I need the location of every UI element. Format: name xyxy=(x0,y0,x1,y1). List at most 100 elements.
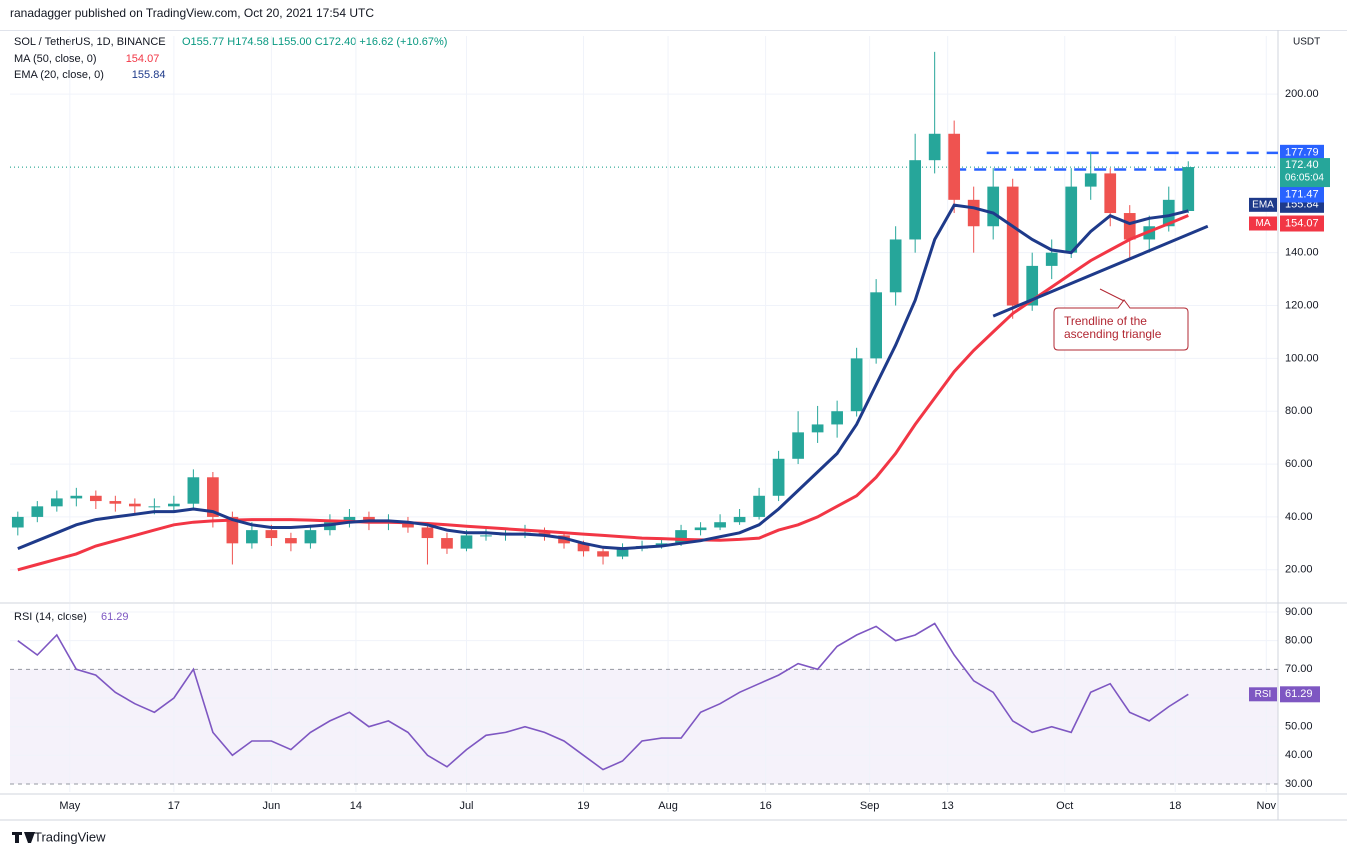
candle-body xyxy=(811,424,824,433)
x-tick-label: Aug xyxy=(658,800,678,812)
indicator-name: EMA (20, close, 0) xyxy=(14,69,104,81)
candle-body xyxy=(441,538,453,549)
candle-body xyxy=(616,548,629,557)
candle-body xyxy=(168,503,180,507)
candle-body xyxy=(70,495,83,499)
candle-body xyxy=(1123,213,1136,240)
candle-body xyxy=(31,506,44,517)
y-tick-label: 140.00 xyxy=(1285,247,1319,259)
candle-body xyxy=(948,133,961,200)
x-tick-label: Nov xyxy=(1257,800,1277,812)
rsi-last: 61.29 xyxy=(101,611,129,623)
y-tick-label: 30.00 xyxy=(1285,778,1313,790)
y-tick-label: 20.00 xyxy=(1285,564,1313,576)
candle-body xyxy=(909,160,922,240)
candle-body xyxy=(187,477,200,504)
candle-body xyxy=(1162,199,1175,227)
rsi-line xyxy=(17,622,1189,771)
candle-body xyxy=(1084,173,1097,187)
level-badge xyxy=(1280,186,1324,203)
candle-body xyxy=(109,501,122,504)
y-tick-label: 80.00 xyxy=(1285,635,1313,647)
candle-body xyxy=(928,133,941,161)
indicator-line xyxy=(17,203,1189,551)
rsi-value: 61.29 xyxy=(1285,688,1313,700)
rsi-value-badge xyxy=(1280,686,1320,703)
countdown: 06:05:04 xyxy=(1285,173,1324,184)
last-price-badge xyxy=(1280,158,1330,188)
y-tick-label: 200.00 xyxy=(1285,88,1319,100)
annotation-text: Trendline of the xyxy=(1064,314,1147,328)
candle-body xyxy=(870,292,882,359)
candle-body xyxy=(714,522,726,528)
candle-body xyxy=(265,530,278,539)
rsi-title: RSI (14, close) xyxy=(14,611,87,623)
logo-icon xyxy=(12,832,35,843)
level-value: 171.47 xyxy=(1285,188,1319,200)
x-tick-label: 16 xyxy=(759,800,771,812)
candle-body xyxy=(694,527,707,531)
candle-body xyxy=(597,551,609,557)
candle-body xyxy=(148,506,161,508)
indicator-last: 155.84 xyxy=(132,69,166,81)
level-badge xyxy=(1280,144,1324,161)
indicator-line xyxy=(17,214,1189,572)
indicator-badge xyxy=(1249,197,1277,212)
annotation-box xyxy=(1053,299,1189,351)
divider xyxy=(0,30,1347,31)
candle-body xyxy=(1182,167,1195,212)
x-tick-label: Jun xyxy=(263,800,281,812)
indicator-last: 154.07 xyxy=(126,53,160,65)
candle-body xyxy=(850,358,863,412)
y-tick-label: 120.00 xyxy=(1285,299,1319,311)
candle-body xyxy=(1104,173,1117,214)
candle-body xyxy=(753,495,765,517)
y-tick-label: 40.00 xyxy=(1285,749,1313,761)
y-tick-label: 40.00 xyxy=(1285,511,1313,523)
candle-body xyxy=(89,495,102,502)
candle-body xyxy=(460,535,473,549)
level-value: 177.79 xyxy=(1285,147,1319,159)
candle-body xyxy=(577,543,590,552)
indicator-badge xyxy=(1249,216,1277,231)
candle-body xyxy=(675,530,687,544)
x-tick-label: May xyxy=(59,800,80,812)
indicator-name: MA (50, close, 0) xyxy=(14,53,97,65)
trendline xyxy=(992,224,1209,318)
x-tick-label: Jul xyxy=(459,800,473,812)
x-tick-label: Oct xyxy=(1056,800,1073,812)
x-tick-label: 13 xyxy=(942,800,954,812)
ohlc: O155.77 H174.58 L155.00 C172.40 +16.62 (… xyxy=(182,36,447,48)
candle-body xyxy=(246,530,258,544)
candle-body xyxy=(967,199,980,227)
candle-body xyxy=(733,516,746,523)
candle-body xyxy=(889,239,902,293)
candle-body xyxy=(480,535,492,537)
candle-body xyxy=(11,516,24,528)
x-tick-label: 18 xyxy=(1169,800,1181,812)
candle-body xyxy=(772,458,785,496)
rsi-badge xyxy=(1249,687,1277,702)
y-tick-label: 80.00 xyxy=(1285,405,1313,417)
candle-body xyxy=(402,522,414,528)
currency: USDT xyxy=(1293,37,1320,48)
annotation-arrow xyxy=(1099,288,1125,302)
candle-body xyxy=(421,527,434,539)
candle-body xyxy=(285,538,297,544)
candle-body xyxy=(304,530,317,544)
indicator-badge-label: EMA xyxy=(1252,199,1274,210)
candle-body xyxy=(1045,252,1058,266)
publisher: ranadagger published on TradingView.com,… xyxy=(10,6,374,20)
candle-body xyxy=(1065,186,1078,253)
y-tick-label: 90.00 xyxy=(1285,606,1313,618)
annotation-text: ascending triangle xyxy=(1064,327,1162,341)
candle-body xyxy=(343,516,356,523)
candle-body xyxy=(226,516,239,544)
symbol-title: SOL / TetherUS, 1D, BINANCE xyxy=(14,36,166,48)
candle-body xyxy=(987,186,1000,227)
candle-body xyxy=(50,498,63,507)
x-tick-label: 14 xyxy=(350,800,362,812)
y-tick-label: 70.00 xyxy=(1285,663,1313,675)
